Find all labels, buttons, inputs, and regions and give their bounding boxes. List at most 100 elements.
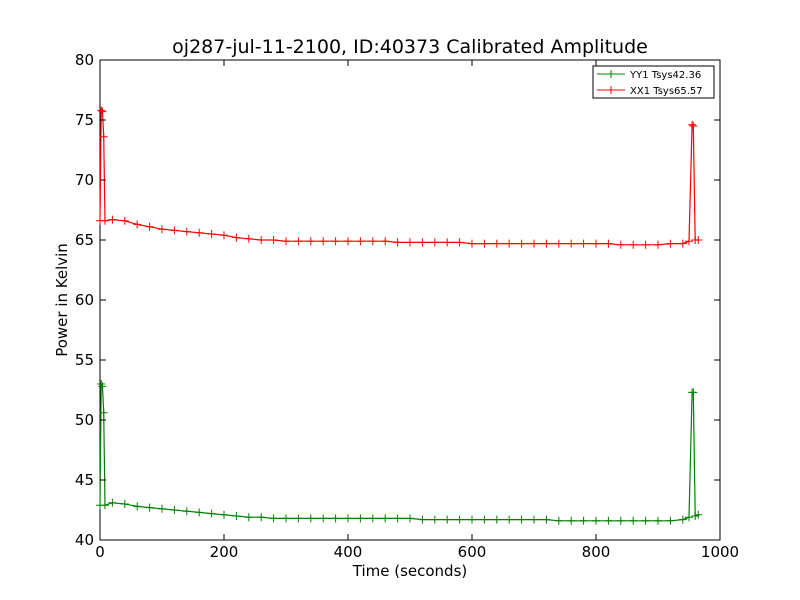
legend-box xyxy=(592,65,715,99)
data-point xyxy=(654,240,662,249)
data-point xyxy=(554,239,563,248)
data-point xyxy=(530,239,538,248)
data-point xyxy=(344,237,352,246)
data-point xyxy=(678,239,687,248)
legend-marker-yy1 xyxy=(607,70,615,78)
data-point xyxy=(694,510,703,519)
data-point xyxy=(567,239,576,248)
data-point xyxy=(381,514,390,523)
data-point xyxy=(542,239,551,248)
x-tick-label: 1000 xyxy=(701,543,739,561)
data-point xyxy=(108,215,117,224)
data-point xyxy=(579,516,588,525)
data-point xyxy=(232,233,241,242)
data-point xyxy=(306,514,315,523)
data-point xyxy=(688,120,697,129)
data-point xyxy=(244,234,253,243)
x-tick-label: 800 xyxy=(582,543,611,561)
data-point xyxy=(678,515,687,524)
data-point xyxy=(592,239,600,248)
y-tick-label: 80 xyxy=(75,51,94,69)
data-point xyxy=(182,507,191,516)
legend-entry-xx1: XX1 Tsys65.57 xyxy=(597,86,703,97)
data-point xyxy=(468,515,476,524)
data-point xyxy=(381,237,390,246)
data-point xyxy=(306,237,315,246)
data-point xyxy=(530,515,538,524)
data-point xyxy=(269,514,278,523)
y-axis-label: Power in Kelvin xyxy=(53,243,71,357)
data-point xyxy=(319,514,328,523)
data-point xyxy=(666,239,675,248)
data-point xyxy=(195,228,204,237)
y-tick-label: 60 xyxy=(75,291,94,309)
data-point xyxy=(480,239,489,248)
data-point xyxy=(604,239,613,248)
data-point xyxy=(505,515,514,524)
data-point xyxy=(685,237,693,246)
data-point xyxy=(331,237,340,246)
data-point xyxy=(195,508,204,517)
data-point xyxy=(492,239,501,248)
data-point xyxy=(356,237,365,246)
data-point xyxy=(182,227,191,236)
data-point xyxy=(99,408,108,417)
series-0 xyxy=(96,380,703,525)
data-point xyxy=(344,514,352,523)
data-point xyxy=(629,516,638,525)
data-point xyxy=(455,238,464,247)
legend-label-xx1: XX1 Tsys65.57 xyxy=(630,86,703,97)
plot-area: 0 200 400 600 800 1000 40 45 50 55 60 65 70 75 80 xyxy=(75,51,739,561)
data-point xyxy=(641,240,650,249)
data-point xyxy=(98,382,107,391)
data-point xyxy=(368,237,377,246)
data-point xyxy=(294,237,303,246)
data-point xyxy=(505,239,514,248)
series-layer xyxy=(96,106,703,525)
ticks-layer: 0 200 400 600 800 1000 40 45 50 55 60 65 70 75 80 xyxy=(75,51,739,561)
data-point xyxy=(455,515,464,524)
data-point xyxy=(579,239,588,248)
data-point xyxy=(158,225,166,234)
y-tick-label: 55 xyxy=(75,351,94,369)
data-point xyxy=(108,498,117,507)
data-point xyxy=(269,236,278,244)
x-tick-label: 400 xyxy=(334,543,363,561)
legend-marker-xx1 xyxy=(607,86,615,94)
data-point xyxy=(492,515,501,524)
data-point xyxy=(616,516,625,525)
data-point xyxy=(170,226,179,235)
data-point xyxy=(685,513,693,522)
data-point xyxy=(517,515,526,524)
x-tick-label: 200 xyxy=(210,543,239,561)
y-tick-label: 50 xyxy=(75,411,94,429)
data-point xyxy=(604,516,613,525)
data-point xyxy=(694,236,703,244)
data-point xyxy=(170,506,179,514)
data-point xyxy=(689,388,698,397)
data-point xyxy=(654,516,662,525)
data-point xyxy=(430,238,439,247)
data-point xyxy=(120,500,129,508)
data-point xyxy=(592,516,600,525)
data-point xyxy=(319,237,328,246)
data-point xyxy=(220,510,228,519)
data-point xyxy=(418,515,427,524)
data-point xyxy=(517,239,526,248)
data-point xyxy=(282,237,290,246)
data-point xyxy=(443,238,452,247)
data-point xyxy=(356,514,365,523)
y-tick-label: 45 xyxy=(75,471,94,489)
data-point xyxy=(145,222,154,231)
data-point xyxy=(244,513,253,522)
y-tick-label: 75 xyxy=(75,111,94,129)
plot-frame xyxy=(99,59,721,541)
data-point xyxy=(480,515,489,524)
data-point xyxy=(98,107,107,116)
legend-entry-yy1: YY1 Tsys42.36 xyxy=(597,70,701,81)
data-point xyxy=(120,216,129,225)
data-point xyxy=(158,504,166,513)
data-point xyxy=(430,515,439,524)
data-point xyxy=(220,231,228,240)
data-point xyxy=(406,514,414,523)
